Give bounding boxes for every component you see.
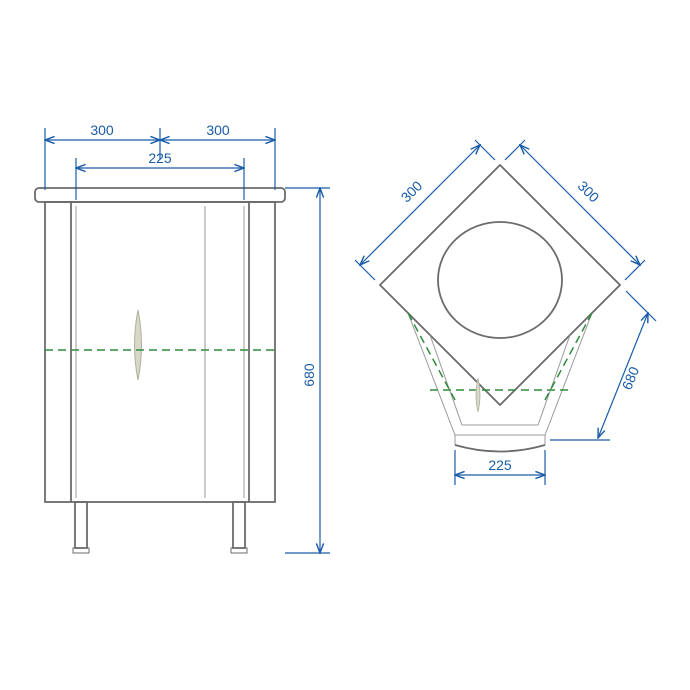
dim-label: 300 xyxy=(575,178,603,206)
cabinet-legs xyxy=(73,502,247,553)
plan-view: 300 300 680 225 xyxy=(355,140,656,485)
dim-plan-left: 300 xyxy=(355,140,495,280)
dim-label: 300 xyxy=(206,122,230,138)
dim-label: 225 xyxy=(148,150,172,166)
countertop xyxy=(35,188,285,202)
dim-plan-right: 300 xyxy=(505,140,645,280)
door-handle xyxy=(135,310,142,380)
plan-top-square xyxy=(380,165,620,405)
dim-label: 300 xyxy=(398,177,426,205)
dim-label: 300 xyxy=(90,122,114,138)
basin-outline xyxy=(438,222,562,338)
front-view: 300 300 225 680 xyxy=(35,122,330,553)
cabinet-body xyxy=(45,202,275,502)
dim-height: 680 xyxy=(285,188,330,553)
dim-plan-depth: 680 xyxy=(550,291,656,440)
plan-cabinet-front xyxy=(408,313,592,452)
dim-label: 680 xyxy=(301,363,317,387)
dim-plan-bottom: 225 xyxy=(455,450,545,485)
dim-label: 680 xyxy=(619,364,643,392)
technical-drawing: 300 300 225 680 xyxy=(0,0,690,690)
dim-label: 225 xyxy=(488,457,512,473)
dim-top-inner: 225 xyxy=(76,150,244,200)
